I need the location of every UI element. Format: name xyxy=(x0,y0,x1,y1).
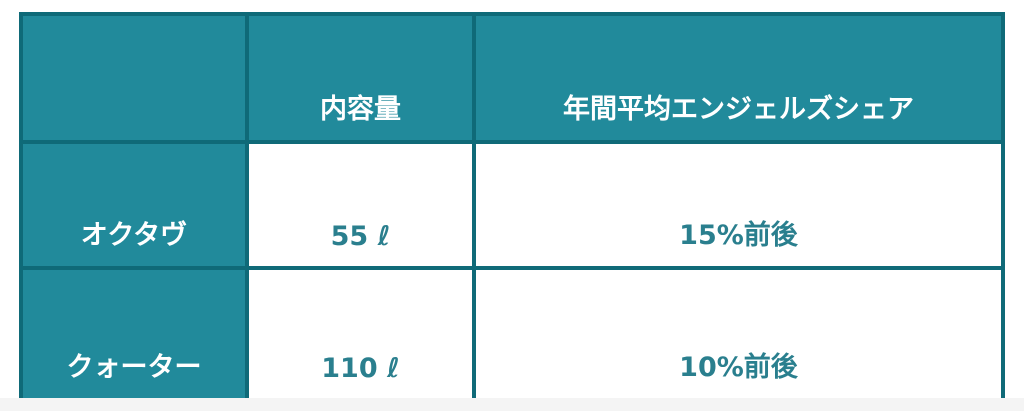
header-empty-cell xyxy=(23,16,245,140)
cask-comparison-table: 内容量 年間平均エンジェルズシェア オクタヴ 55 ℓ 15%前後 クォーター … xyxy=(19,12,1005,402)
capacity-quarter: 110 ℓ xyxy=(249,270,472,398)
header-angels-share: 年間平均エンジェルズシェア xyxy=(476,16,1001,140)
row-label-quarter: クォーター xyxy=(23,270,245,398)
bottom-band xyxy=(0,398,1024,411)
angels-share-quarter: 10%前後 xyxy=(476,270,1001,398)
row-label-octave: オクタヴ xyxy=(23,144,245,266)
angels-share-octave: 15%前後 xyxy=(476,144,1001,266)
capacity-octave: 55 ℓ xyxy=(249,144,472,266)
header-capacity: 内容量 xyxy=(249,16,472,140)
